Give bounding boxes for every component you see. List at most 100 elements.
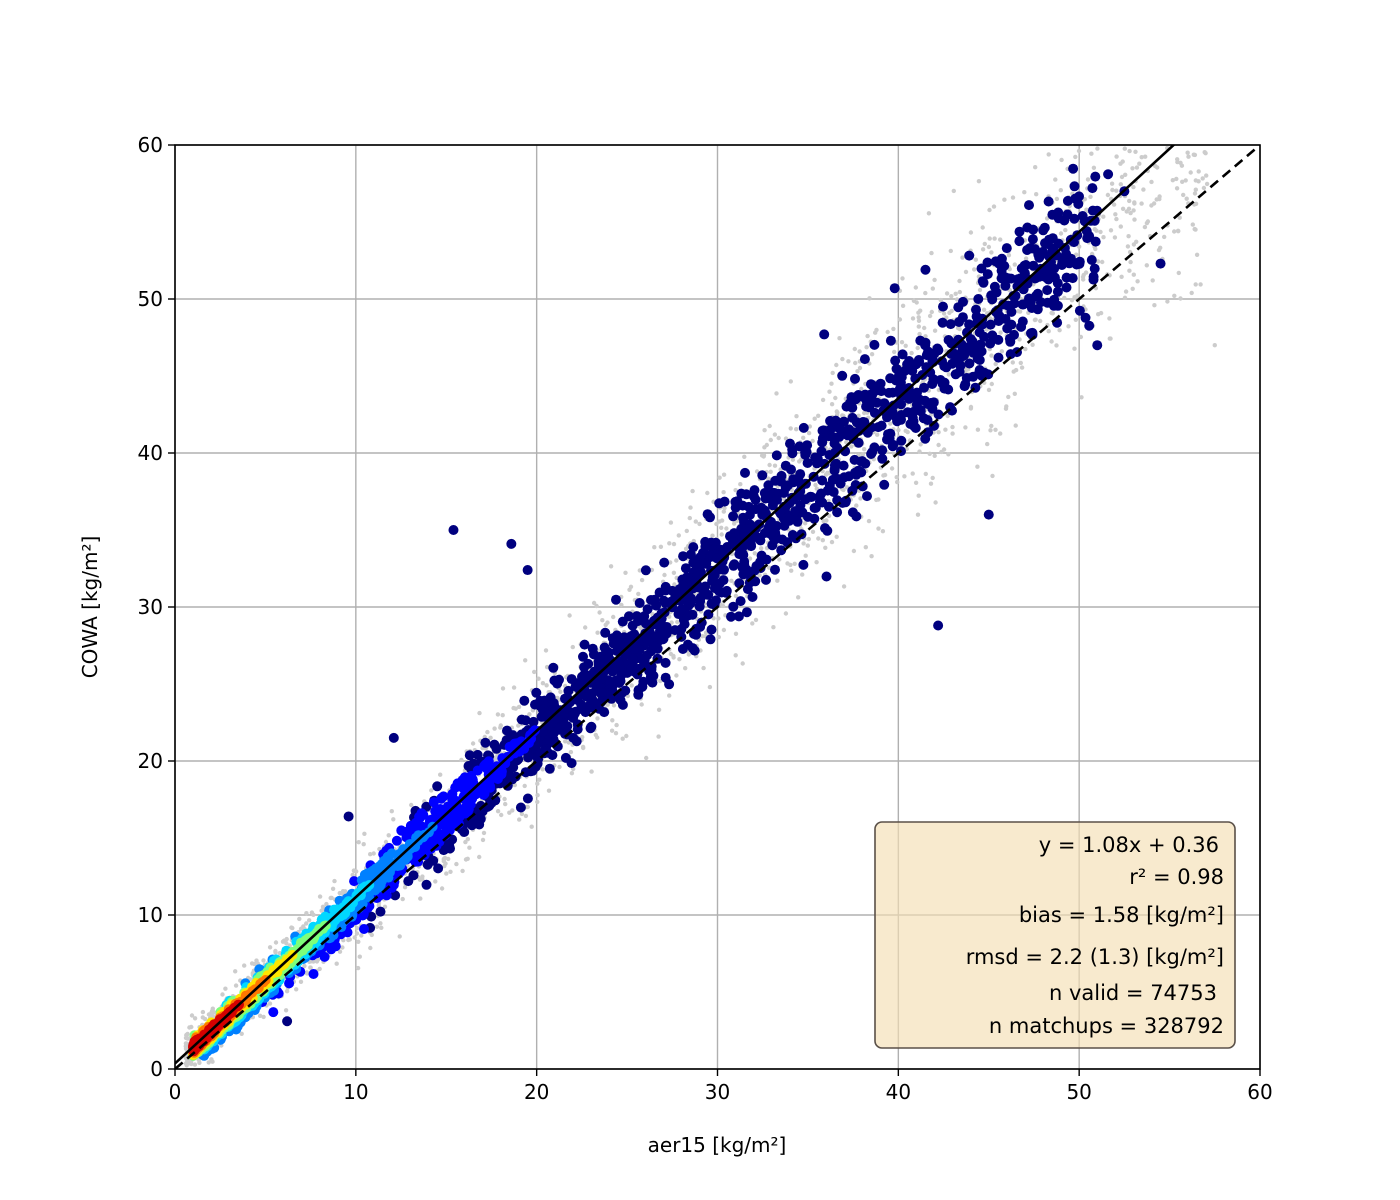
valid-matchup-point	[953, 302, 964, 313]
all-matchup-point	[993, 427, 998, 432]
all-matchup-point	[783, 611, 789, 616]
all-matchup-point	[1114, 154, 1119, 159]
all-matchup-point	[762, 428, 767, 433]
all-matchup-point	[463, 839, 468, 845]
valid-matchup-point	[1014, 226, 1025, 237]
all-matchup-point	[1154, 197, 1159, 202]
all-matchup-point	[1145, 219, 1151, 224]
all-matchup-point	[989, 353, 994, 358]
valid-matchup-point	[403, 876, 414, 887]
all-matchup-point	[298, 979, 304, 984]
all-matchup-point	[683, 666, 688, 671]
all-matchup-point	[667, 693, 672, 698]
all-matchup-point	[1181, 192, 1186, 198]
all-matchup-point	[307, 918, 312, 923]
valid-matchup-point	[761, 574, 771, 585]
valid-matchup-point	[705, 512, 715, 523]
valid-matchup-point	[982, 269, 993, 280]
all-matchup-point	[917, 449, 922, 454]
all-matchup-point	[829, 539, 835, 545]
valid-matchup-point	[1074, 305, 1085, 316]
valid-matchup-point	[776, 545, 787, 556]
all-matchup-point	[759, 546, 764, 551]
all-matchup-point	[1107, 316, 1112, 321]
all-matchup-point	[990, 473, 995, 479]
valid-matchup-point	[819, 329, 830, 340]
all-matchup-point	[583, 625, 588, 630]
all-matchup-point	[567, 613, 572, 618]
all-matchup-point	[943, 427, 948, 432]
all-matchup-point	[249, 961, 255, 966]
all-matchup-point	[950, 431, 955, 436]
valid-matchup-point	[809, 503, 820, 513]
valid-matchup-point	[907, 365, 918, 376]
all-matchup-point	[546, 788, 552, 793]
all-matchup-point	[1089, 151, 1094, 156]
all-matchup-point	[267, 945, 273, 950]
valid-matchup-point	[1043, 196, 1054, 207]
valid-matchup-point	[744, 509, 755, 520]
all-matchup-point	[357, 954, 362, 959]
all-matchup-point	[668, 651, 674, 657]
valid-matchup-point	[531, 687, 542, 698]
all-matchup-point	[1204, 173, 1209, 178]
all-matchup-point	[896, 427, 901, 433]
all-matchup-point	[840, 356, 845, 362]
all-matchup-point	[774, 391, 779, 396]
all-matchup-point	[671, 655, 676, 660]
all-matchup-point	[903, 343, 908, 348]
all-matchup-point	[813, 482, 818, 488]
all-matchup-point	[865, 333, 870, 339]
valid-matchup-point	[985, 338, 996, 349]
all-matchup-point	[721, 472, 727, 477]
valid-matchup-point	[433, 863, 444, 874]
all-matchup-point	[261, 1014, 266, 1020]
all-matchup-point	[998, 330, 1003, 335]
all-matchup-point	[485, 729, 490, 735]
all-matchup-point	[722, 505, 727, 511]
all-matchup-point	[400, 896, 405, 902]
all-matchup-point	[1132, 217, 1137, 222]
all-matchup-point	[1192, 191, 1198, 196]
all-matchup-point	[1080, 274, 1086, 280]
all-matchup-point	[860, 452, 865, 457]
all-matchup-point	[1046, 152, 1051, 157]
valid-matchup-point	[651, 600, 662, 611]
all-matchup-point	[361, 842, 366, 847]
all-matchup-point	[334, 961, 339, 966]
all-matchup-point	[644, 755, 649, 761]
all-matchup-point	[989, 250, 994, 255]
valid-matchup-point	[978, 277, 989, 288]
x-tick-label: 10	[343, 1080, 368, 1104]
valid-matchup-point	[740, 467, 750, 478]
all-matchup-point	[605, 702, 610, 707]
valid-matchup-point	[817, 475, 828, 486]
all-matchup-point	[789, 568, 794, 573]
all-matchup-point	[374, 924, 380, 929]
all-matchup-point	[470, 741, 476, 746]
valid-matchup-point	[640, 565, 651, 576]
all-matchup-point	[1114, 216, 1119, 222]
all-matchup-point	[516, 704, 522, 710]
all-matchup-point	[1194, 252, 1200, 257]
all-matchup-point	[1017, 337, 1022, 342]
all-matchup-point	[210, 1006, 215, 1011]
valid-matchup-point	[1103, 169, 1114, 180]
valid-matchup-point	[1068, 163, 1079, 174]
all-matchup-point	[498, 723, 503, 728]
valid-matchup-point	[817, 437, 828, 448]
all-matchup-point	[975, 427, 981, 432]
y-axis-label: COWA [kg/m²]	[78, 536, 102, 679]
all-matchup-point	[332, 878, 337, 884]
all-matchup-point	[916, 493, 921, 498]
all-matchup-point	[1100, 259, 1105, 265]
all-matchup-point	[671, 570, 677, 575]
all-matchup-point	[1006, 253, 1012, 258]
all-matchup-point	[800, 572, 805, 577]
all-matchup-point	[1192, 152, 1198, 158]
all-matchup-point	[308, 965, 313, 970]
all-matchup-point	[569, 771, 575, 776]
all-matchup-point	[1050, 311, 1056, 316]
all-matchup-point	[1134, 239, 1139, 244]
